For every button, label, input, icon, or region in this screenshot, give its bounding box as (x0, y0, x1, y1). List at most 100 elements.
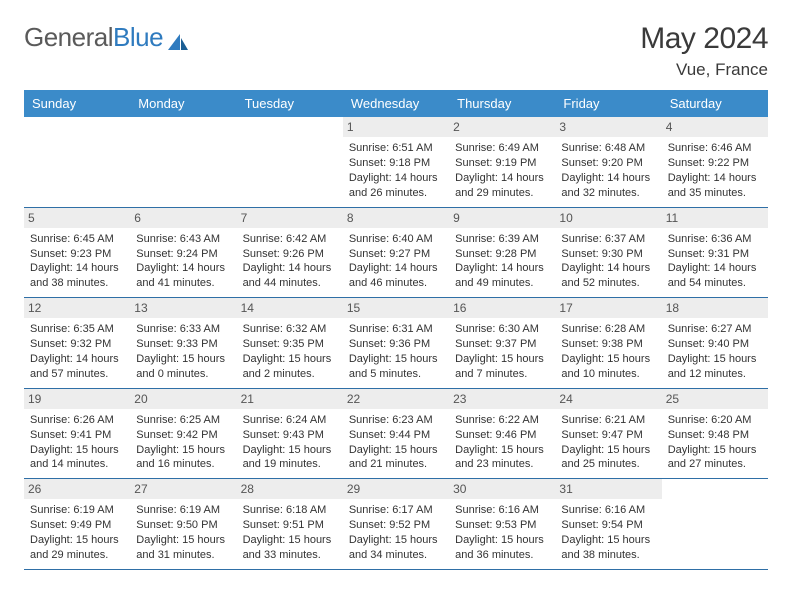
daylight-line: Daylight: 14 hours and 46 minutes. (349, 261, 443, 291)
calendar-cell: 26Sunrise: 6:19 AMSunset: 9:49 PMDayligh… (24, 479, 130, 569)
sunrise-line: Sunrise: 6:21 AM (561, 413, 655, 428)
day-number: 27 (130, 479, 236, 499)
calendar-cell: 29Sunrise: 6:17 AMSunset: 9:52 PMDayligh… (343, 479, 449, 569)
sunrise-line: Sunrise: 6:23 AM (349, 413, 443, 428)
calendar-cell: 8Sunrise: 6:40 AMSunset: 9:27 PMDaylight… (343, 208, 449, 298)
sunrise-line: Sunrise: 6:28 AM (561, 322, 655, 337)
calendar-cell: 7Sunrise: 6:42 AMSunset: 9:26 PMDaylight… (237, 208, 343, 298)
sunrise-line: Sunrise: 6:51 AM (349, 141, 443, 156)
day-number: 30 (449, 479, 555, 499)
sunset-line: Sunset: 9:47 PM (561, 428, 655, 443)
day-number: 12 (24, 298, 130, 318)
daylight-line: Daylight: 15 hours and 34 minutes. (349, 533, 443, 563)
daylight-line: Daylight: 15 hours and 29 minutes. (30, 533, 124, 563)
sunrise-line: Sunrise: 6:45 AM (30, 232, 124, 247)
daylight-line: Daylight: 15 hours and 27 minutes. (668, 443, 762, 473)
daylight-line: Daylight: 15 hours and 21 minutes. (349, 443, 443, 473)
brand-part2: Blue (113, 22, 163, 53)
calendar-cell: 15Sunrise: 6:31 AMSunset: 9:36 PMDayligh… (343, 298, 449, 388)
sunrise-line: Sunrise: 6:19 AM (136, 503, 230, 518)
sunrise-line: Sunrise: 6:18 AM (243, 503, 337, 518)
calendar-cell: 22Sunrise: 6:23 AMSunset: 9:44 PMDayligh… (343, 389, 449, 479)
day-number: 10 (555, 208, 661, 228)
daylight-line: Daylight: 14 hours and 52 minutes. (561, 261, 655, 291)
sunset-line: Sunset: 9:53 PM (455, 518, 549, 533)
daylight-line: Daylight: 14 hours and 54 minutes. (668, 261, 762, 291)
calendar-cell: 14Sunrise: 6:32 AMSunset: 9:35 PMDayligh… (237, 298, 343, 388)
sunrise-line: Sunrise: 6:35 AM (30, 322, 124, 337)
daylight-line: Daylight: 14 hours and 41 minutes. (136, 261, 230, 291)
sunrise-line: Sunrise: 6:43 AM (136, 232, 230, 247)
sunrise-line: Sunrise: 6:16 AM (455, 503, 549, 518)
sunset-line: Sunset: 9:18 PM (349, 156, 443, 171)
sunset-line: Sunset: 9:51 PM (243, 518, 337, 533)
daylight-line: Daylight: 14 hours and 29 minutes. (455, 171, 549, 201)
daylight-line: Daylight: 14 hours and 44 minutes. (243, 261, 337, 291)
daylight-line: Daylight: 15 hours and 23 minutes. (455, 443, 549, 473)
calendar-cell: 19Sunrise: 6:26 AMSunset: 9:41 PMDayligh… (24, 389, 130, 479)
day-number: 1 (343, 117, 449, 137)
sunrise-line: Sunrise: 6:33 AM (136, 322, 230, 337)
sunrise-line: Sunrise: 6:39 AM (455, 232, 549, 247)
calendar-cell: 21Sunrise: 6:24 AMSunset: 9:43 PMDayligh… (237, 389, 343, 479)
day-number: 13 (130, 298, 236, 318)
month-title: May 2024 (640, 22, 768, 56)
calendar-week-row: 12Sunrise: 6:35 AMSunset: 9:32 PMDayligh… (24, 298, 768, 389)
sunset-line: Sunset: 9:38 PM (561, 337, 655, 352)
day-number: 26 (24, 479, 130, 499)
sunset-line: Sunset: 9:46 PM (455, 428, 549, 443)
sunset-line: Sunset: 9:23 PM (30, 247, 124, 262)
daylight-line: Daylight: 14 hours and 49 minutes. (455, 261, 549, 291)
day-number: 9 (449, 208, 555, 228)
calendar-cell: 28Sunrise: 6:18 AMSunset: 9:51 PMDayligh… (237, 479, 343, 569)
daylight-line: Daylight: 14 hours and 57 minutes. (30, 352, 124, 382)
calendar-cell: 12Sunrise: 6:35 AMSunset: 9:32 PMDayligh… (24, 298, 130, 388)
sunrise-line: Sunrise: 6:26 AM (30, 413, 124, 428)
day-header-row: Sunday Monday Tuesday Wednesday Thursday… (24, 90, 768, 117)
calendar-cell (24, 117, 130, 207)
daylight-line: Daylight: 14 hours and 35 minutes. (668, 171, 762, 201)
daylight-line: Daylight: 15 hours and 12 minutes. (668, 352, 762, 382)
calendar-cell: 5 Sunrise: 6:45 AMSunset: 9:23 PMDaylight… (24, 208, 130, 298)
calendar-cell: 2Sunrise: 6:49 AMSunset: 9:19 PMDaylight… (449, 117, 555, 207)
day-number: 8 (343, 208, 449, 228)
brand-part1: General (24, 22, 113, 53)
sunrise-line: Sunrise: 6:37 AM (561, 232, 655, 247)
daylight-line: Daylight: 15 hours and 5 minutes. (349, 352, 443, 382)
calendar-cell: 4Sunrise: 6:46 AMSunset: 9:22 PMDaylight… (662, 117, 768, 207)
daylight-line: Daylight: 15 hours and 38 minutes. (561, 533, 655, 563)
calendar: Sunday Monday Tuesday Wednesday Thursday… (24, 90, 768, 570)
sunset-line: Sunset: 9:50 PM (136, 518, 230, 533)
sunrise-line: Sunrise: 6:24 AM (243, 413, 337, 428)
calendar-body: 1 Sunrise: 6:51 AMSunset: 9:18 PM Daylight… (24, 117, 768, 570)
calendar-cell: 13Sunrise: 6:33 AMSunset: 9:33 PMDayligh… (130, 298, 236, 388)
sunrise-line: Sunrise: 6:36 AM (668, 232, 762, 247)
calendar-cell: 23Sunrise: 6:22 AMSunset: 9:46 PMDayligh… (449, 389, 555, 479)
sunset-line: Sunset: 9:44 PM (349, 428, 443, 443)
sunset-line: Sunset: 9:52 PM (349, 518, 443, 533)
sunrise-line: Sunrise: 6:32 AM (243, 322, 337, 337)
day-number: 17 (555, 298, 661, 318)
calendar-cell: 1Sunrise: 6:51 AMSunset: 9:18 PMDaylight… (343, 117, 449, 207)
calendar-cell: 6Sunrise: 6:43 AMSunset: 9:24 PMDaylight… (130, 208, 236, 298)
calendar-week-row: 26Sunrise: 6:19 AMSunset: 9:49 PMDayligh… (24, 479, 768, 570)
daylight-line: Daylight: 15 hours and 10 minutes. (561, 352, 655, 382)
sunrise-line: Sunrise: 6:17 AM (349, 503, 443, 518)
calendar-cell: 24Sunrise: 6:21 AMSunset: 9:47 PMDayligh… (555, 389, 661, 479)
day-number: 11 (662, 208, 768, 228)
day-header: Saturday (662, 90, 768, 117)
calendar-cell: 11Sunrise: 6:36 AMSunset: 9:31 PMDayligh… (662, 208, 768, 298)
daylight-line: Daylight: 15 hours and 25 minutes. (561, 443, 655, 473)
day-number: 5 (24, 208, 130, 228)
calendar-cell: 3Sunrise: 6:48 AMSunset: 9:20 PMDaylight… (555, 117, 661, 207)
brand-logo: GeneralBlue (24, 22, 190, 53)
daylight-line: Daylight: 14 hours and 38 minutes. (30, 261, 124, 291)
day-number: 7 (237, 208, 343, 228)
sunrise-line: Sunrise: 6:46 AM (668, 141, 762, 156)
daylight-line: Daylight: 15 hours and 16 minutes. (136, 443, 230, 473)
day-number: 25 (662, 389, 768, 409)
calendar-cell: 25Sunrise: 6:20 AMSunset: 9:48 PMDayligh… (662, 389, 768, 479)
calendar-cell: 30Sunrise: 6:16 AMSunset: 9:53 PMDayligh… (449, 479, 555, 569)
calendar-cell (237, 117, 343, 207)
location-label: Vue, France (640, 60, 768, 80)
